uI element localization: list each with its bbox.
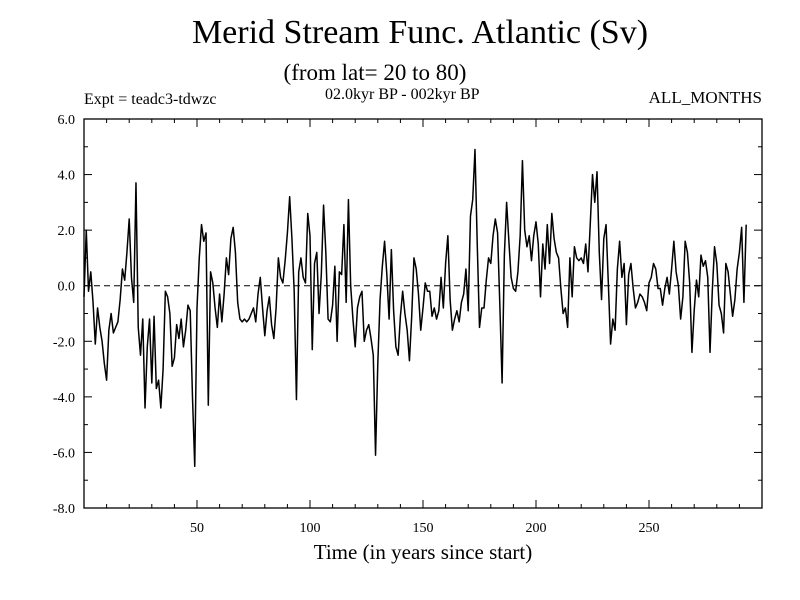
x-tick-label: 100 <box>300 521 321 536</box>
y-tick-label: 6.0 <box>58 113 76 128</box>
chart-subtitle: (from lat= 20 to 80) <box>283 60 467 85</box>
y-tick-label: 2.0 <box>58 224 76 239</box>
y-tick-label: 4.0 <box>58 169 76 184</box>
x-tick-label: 150 <box>413 521 434 536</box>
y-tick-label: -4.0 <box>53 391 75 406</box>
experiment-label: Expt = teadc3-tdwzc <box>84 91 217 108</box>
x-tick-label: 200 <box>526 521 547 536</box>
x-tick-label: 50 <box>190 521 204 536</box>
series-line <box>83 148 747 468</box>
x-tick-label: 250 <box>639 521 660 536</box>
x-axis-label: Time (in years since start) <box>313 540 533 564</box>
y-tick-label: -6.0 <box>53 446 75 461</box>
plot-frame <box>83 118 763 509</box>
period-label: 02.0kyr BP - 002kyr BP <box>325 86 480 103</box>
ticks-layer: -8.0 -6.0 -4.0 -2.0 0.0 2.0 4.0 6.0 50 100 150 200 2… <box>53 113 762 536</box>
y-tick-label: -2.0 <box>53 335 75 350</box>
months-label: ALL_MONTHS <box>648 88 762 107</box>
y-tick-label: 0.0 <box>58 280 76 295</box>
chart-title: Merid Stream Func. Atlantic (Sv) <box>191 14 649 51</box>
series-layer <box>83 148 747 468</box>
y-tick-label: -8.0 <box>53 502 75 517</box>
